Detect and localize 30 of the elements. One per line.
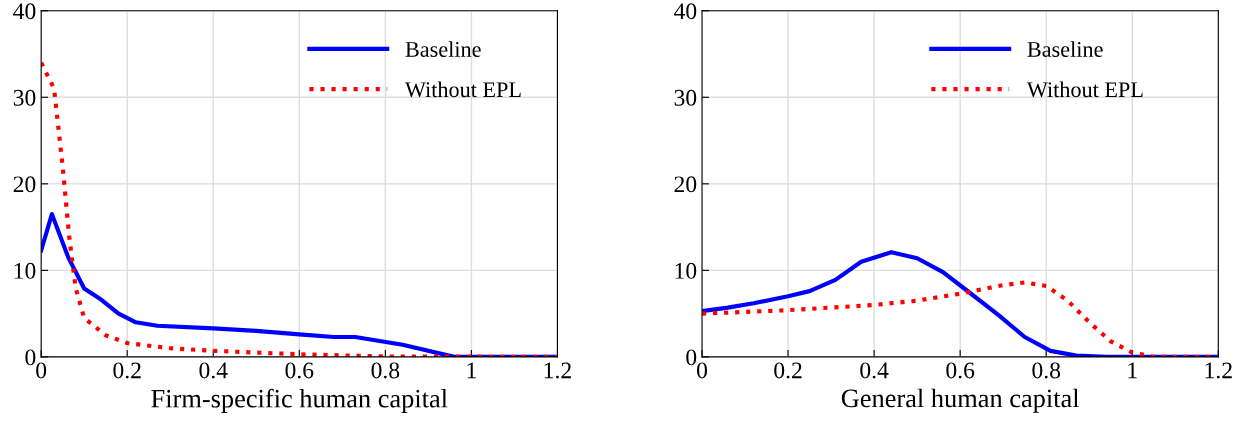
- x-tick-label: 0.8: [371, 362, 400, 379]
- y-tick-label: 40: [13, 3, 36, 20]
- y-tick-label: 0: [686, 349, 697, 366]
- x-tick-label: 0: [36, 362, 47, 379]
- x-tick-label: 0.2: [774, 362, 802, 379]
- x-tick-label: 0.4: [860, 362, 889, 379]
- legend-label: Baseline: [1027, 41, 1103, 57]
- x-tick-label: 0: [697, 362, 708, 379]
- legend-label: Baseline: [405, 41, 481, 57]
- legend-label: Without EPL: [1026, 81, 1143, 98]
- y-tick-label: 0: [25, 349, 36, 366]
- x-tick-label: 0.6: [946, 362, 975, 379]
- x-tick-label: 1: [467, 362, 476, 379]
- y-tick-label: 10: [675, 262, 697, 279]
- y-tick-label: 30: [674, 89, 697, 106]
- legend-label: Without EPL: [404, 81, 521, 98]
- x-axis-title: General human capital: [841, 388, 1080, 413]
- x-tick-label: 0.8: [1032, 362, 1061, 379]
- x-axis-title: Firm-specific human capital: [151, 388, 448, 413]
- x-tick-label: 1.2: [544, 362, 571, 379]
- x-tick-label: 0.2: [113, 362, 141, 379]
- y-tick-label: 20: [13, 176, 36, 193]
- y-tick-label: 30: [13, 89, 36, 106]
- x-tick-label: 0.6: [285, 362, 314, 379]
- x-tick-label: 1: [1128, 362, 1137, 379]
- y-tick-label: 40: [674, 3, 697, 20]
- y-tick-label: 10: [14, 262, 36, 279]
- y-tick-label: 20: [674, 176, 697, 193]
- x-tick-label: 0.4: [199, 362, 228, 379]
- x-tick-label: 1.2: [1205, 362, 1232, 379]
